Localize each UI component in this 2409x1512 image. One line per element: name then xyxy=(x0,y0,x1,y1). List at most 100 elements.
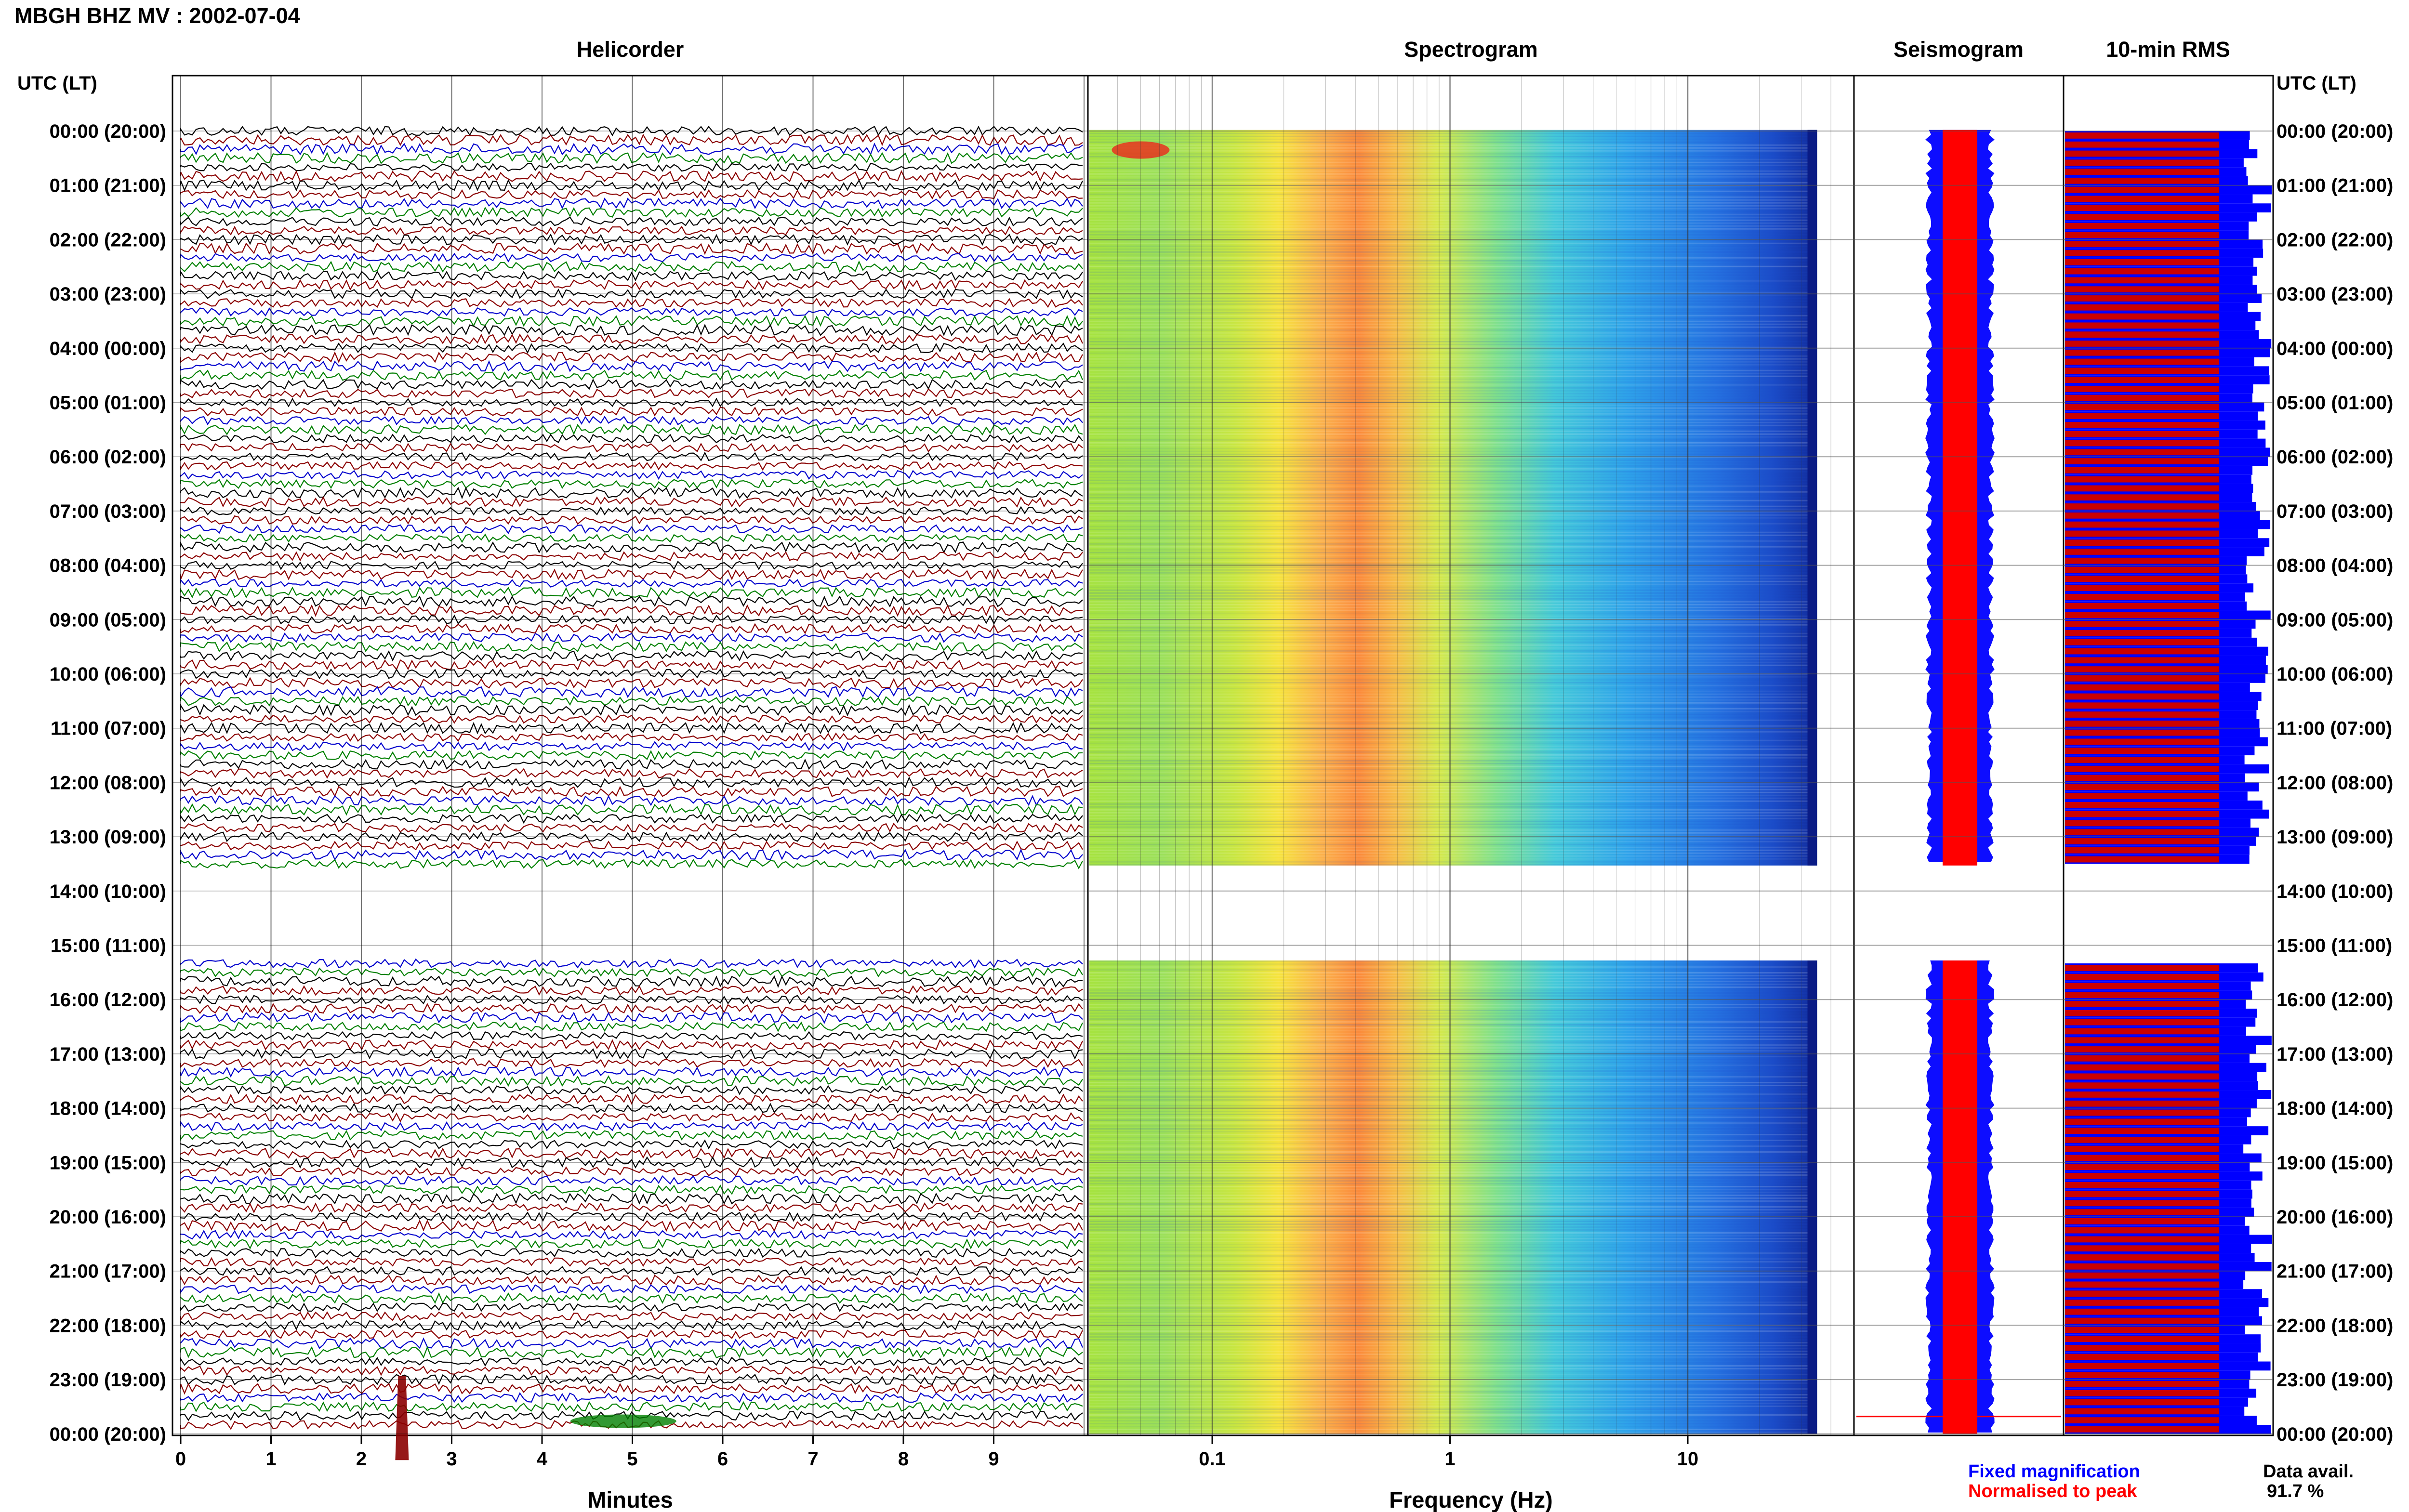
helicorder-trace xyxy=(180,1373,1083,1386)
spectrogram-stripe xyxy=(1089,1290,1808,1292)
rms-normalised-bar xyxy=(2065,802,2219,808)
frequency-tick-label: 1 xyxy=(1444,1448,1455,1470)
spectrogram-stripe xyxy=(1089,835,1808,837)
rms-normalised-bar xyxy=(2065,1082,2219,1089)
minute-tick-label: 3 xyxy=(446,1448,457,1470)
spectrogram-stripe xyxy=(1089,682,1808,684)
helicorder-trace xyxy=(180,975,1083,988)
spectrogram-stripe xyxy=(1089,179,1808,181)
helicorder-trace xyxy=(180,1345,1083,1359)
rms-normalised-bar xyxy=(2065,1200,2219,1207)
spectrogram-stripe xyxy=(1089,1102,1808,1104)
rms-normalised-bar xyxy=(2065,313,2219,320)
spectrogram-stripe xyxy=(1089,395,1808,397)
spectrogram-stripe xyxy=(1089,757,1808,759)
spectrogram-stripe xyxy=(1089,552,1808,553)
spectrogram-stripe xyxy=(1089,966,1808,968)
spectrogram-stripe xyxy=(1089,1018,1808,1020)
helicorder-trace xyxy=(180,434,1083,444)
spectrogram-stripe xyxy=(1089,1371,1808,1373)
helicorder-trace xyxy=(180,324,1083,337)
helicorder-trace xyxy=(180,1066,1083,1078)
spectrogram-stripe xyxy=(1089,526,1808,527)
helicorder-trace xyxy=(180,858,1083,869)
spectrogram-edge xyxy=(1807,130,1817,866)
spectrogram-stripe xyxy=(1089,978,1808,980)
spectrogram-stripe xyxy=(1089,1252,1808,1254)
spectrogram-stripe xyxy=(1089,791,1808,793)
helicorder-trace xyxy=(180,1320,1083,1331)
spectrogram-stripe xyxy=(1089,846,1808,848)
spectrogram-stripe xyxy=(1089,722,1808,724)
spectrogram-stripe xyxy=(1089,864,1808,866)
spectrogram-stripe xyxy=(1089,375,1808,377)
time-label-left: 21:00 (17:00) xyxy=(50,1261,166,1282)
helicorder-event xyxy=(395,1376,409,1460)
helicorder-trace xyxy=(180,443,1083,453)
rms-normalised-bar xyxy=(2065,1055,2219,1062)
rms-normalised-bar xyxy=(2065,177,2219,184)
helicorder-trace xyxy=(180,578,1083,588)
spectrogram-stripe xyxy=(1089,734,1808,736)
rms-normalised-bar xyxy=(2065,1064,2219,1071)
helicorder-trace xyxy=(180,822,1083,833)
spectrogram-stripe xyxy=(1089,289,1808,290)
spectrogram-stripe xyxy=(1089,1218,1808,1220)
rms-normalised-bar xyxy=(2065,612,2219,618)
rms-normalised-bar xyxy=(2065,965,2219,971)
time-label-right: 06:00 (02:00) xyxy=(2277,447,2393,468)
spectrogram-stripe xyxy=(1089,780,1808,782)
helicorder-trace xyxy=(180,1147,1083,1159)
rms-normalised-bar xyxy=(2065,1019,2219,1026)
helicorder-trace xyxy=(180,1284,1083,1295)
rms-normalised-bar xyxy=(2065,1037,2219,1044)
helicorder-trace xyxy=(180,1039,1083,1051)
time-label-right: 04:00 (00:00) xyxy=(2277,338,2393,359)
helicorder-trace xyxy=(180,1292,1083,1304)
legend-normalised-to-peak: Normalised to peak xyxy=(1968,1481,2137,1501)
spectrogram-stripe xyxy=(1089,1203,1808,1205)
spectrogram-stripe xyxy=(1089,540,1808,542)
rms-normalised-bar xyxy=(2065,576,2219,582)
spectrogram-stripe xyxy=(1089,566,1808,568)
time-label-right: 00:00 (20:00) xyxy=(2277,121,2393,142)
spectrogram-stripe xyxy=(1089,421,1808,423)
time-label-right: 00:00 (20:00) xyxy=(2277,1424,2393,1445)
spectrogram-stripe xyxy=(1089,213,1808,215)
spectrogram-stripe xyxy=(1089,1316,1808,1318)
rms-normalised-bar xyxy=(2065,1263,2219,1270)
rms-normalised-bar xyxy=(2065,1028,2219,1035)
helicorder-trace xyxy=(180,179,1083,192)
spectrogram-stripe xyxy=(1089,306,1808,308)
rms-normalised-bar xyxy=(2065,1308,2219,1315)
spectrogram-stripe xyxy=(1089,447,1808,449)
spectrogram-stripe xyxy=(1089,485,1808,487)
rms-normalised-bar xyxy=(2065,1164,2219,1170)
rms-normalised-bar xyxy=(2065,141,2219,148)
helicorder-trace xyxy=(180,768,1083,779)
spectrogram-band xyxy=(1089,130,1817,866)
spectrogram-stripe xyxy=(1089,699,1808,701)
spectrogram-stripe xyxy=(1089,1380,1808,1381)
helicorder-trace xyxy=(180,732,1083,742)
spectrogram-stripe xyxy=(1089,1394,1808,1396)
rms-normalised-bar xyxy=(2065,657,2219,664)
frequency-tick-label: 10 xyxy=(1677,1448,1699,1470)
rms-normalised-bar xyxy=(2065,621,2219,628)
spectrogram-stripe xyxy=(1089,661,1808,663)
spectrogram-stripe xyxy=(1089,705,1808,707)
helicorder-trace xyxy=(180,560,1083,570)
helicorder-trace xyxy=(180,461,1083,471)
helicorder-trace xyxy=(180,1130,1083,1141)
helicorder-trace xyxy=(180,1382,1083,1395)
helicorder-trace xyxy=(180,170,1083,183)
spectrogram-stripe xyxy=(1089,1039,1808,1040)
spectrogram-stripe xyxy=(1089,748,1808,750)
spectrogram-stripe xyxy=(1089,1223,1808,1225)
spectrogram-stripe xyxy=(1089,468,1808,470)
spectrogram-stripe xyxy=(1089,500,1808,501)
spectrogram-stripe xyxy=(1089,1024,1808,1026)
helicorder-trace xyxy=(180,668,1083,680)
spectrogram-stripe xyxy=(1089,1088,1808,1090)
minute-tick-label: 7 xyxy=(807,1448,818,1470)
